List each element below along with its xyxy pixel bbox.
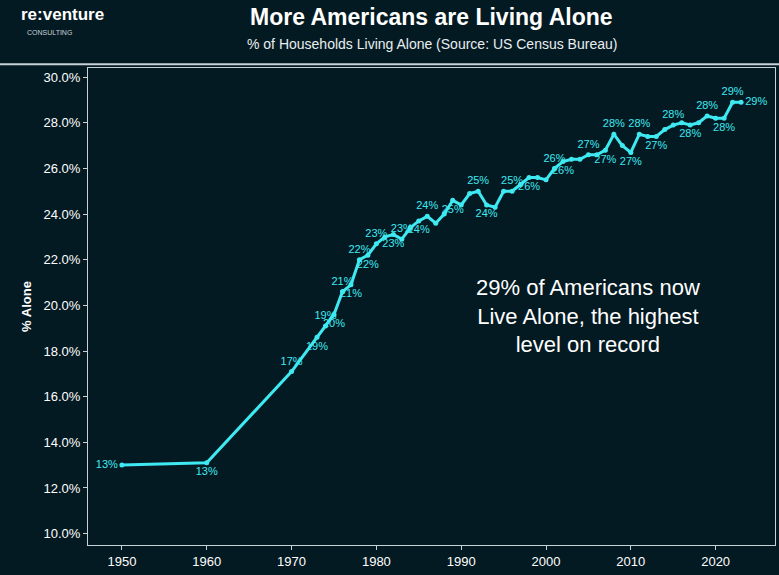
svg-text:More Americans are Living Alon: More Americans are Living Alone: [250, 4, 613, 30]
svg-text:1960: 1960: [192, 554, 221, 569]
svg-text:29%: 29%: [745, 95, 767, 107]
svg-text:29% of Americans nowLive Alone: 29% of Americans nowLive Alone, the high…: [476, 275, 700, 357]
svg-text:27%: 27%: [577, 138, 599, 150]
svg-text:22%: 22%: [357, 258, 379, 270]
svg-text:CONSULTING: CONSULTING: [27, 29, 72, 36]
svg-text:13%: 13%: [196, 465, 218, 477]
svg-text:16.0%: 16.0%: [44, 389, 81, 404]
svg-text:23%: 23%: [365, 227, 387, 239]
svg-text:10.0%: 10.0%: [44, 526, 81, 541]
svg-text:28.0%: 28.0%: [44, 115, 81, 130]
svg-text:27%: 27%: [620, 155, 642, 167]
svg-text:28%: 28%: [662, 108, 684, 120]
svg-text:12.0%: 12.0%: [44, 480, 81, 495]
svg-text:23%: 23%: [391, 222, 413, 234]
svg-text:28%: 28%: [603, 117, 625, 129]
svg-text:22.0%: 22.0%: [44, 252, 81, 267]
svg-text:28%: 28%: [696, 99, 718, 111]
svg-text:26%: 26%: [543, 152, 565, 164]
svg-text:21%: 21%: [340, 287, 362, 299]
svg-text:29%: 29%: [722, 85, 744, 97]
svg-text:re:venture: re:venture: [21, 5, 104, 24]
svg-text:28%: 28%: [679, 127, 701, 139]
svg-text:2000: 2000: [532, 554, 561, 569]
svg-text:% Alone: % Alone: [19, 281, 34, 332]
svg-text:1980: 1980: [362, 554, 391, 569]
svg-text:24%: 24%: [476, 207, 498, 219]
svg-text:28%: 28%: [628, 117, 650, 129]
svg-text:30.0%: 30.0%: [44, 70, 81, 85]
svg-text:27%: 27%: [645, 139, 667, 151]
svg-text:1970: 1970: [277, 554, 306, 569]
svg-text:22%: 22%: [348, 243, 370, 255]
svg-text:1950: 1950: [107, 554, 136, 569]
svg-text:2020: 2020: [701, 554, 730, 569]
svg-text:1990: 1990: [447, 554, 476, 569]
svg-text:21%: 21%: [331, 275, 353, 287]
svg-text:26.0%: 26.0%: [44, 161, 81, 176]
svg-text:17%: 17%: [281, 355, 303, 367]
svg-text:23%: 23%: [382, 237, 404, 249]
svg-text:24%: 24%: [408, 223, 430, 235]
svg-text:18.0%: 18.0%: [44, 344, 81, 359]
svg-text:19%: 19%: [306, 340, 328, 352]
svg-text:27%: 27%: [594, 153, 616, 165]
svg-text:28%: 28%: [713, 121, 735, 133]
svg-text:19%: 19%: [314, 309, 336, 321]
svg-text:13%: 13%: [96, 458, 118, 470]
svg-text:14.0%: 14.0%: [44, 435, 81, 450]
svg-text:20%: 20%: [323, 317, 345, 329]
svg-text:25%: 25%: [442, 203, 464, 215]
svg-text:24%: 24%: [416, 199, 438, 211]
svg-text:26%: 26%: [518, 180, 540, 192]
svg-text:26%: 26%: [552, 164, 574, 176]
svg-text:25%: 25%: [501, 174, 523, 186]
svg-text:2010: 2010: [616, 554, 645, 569]
svg-text:24.0%: 24.0%: [44, 207, 81, 222]
svg-text:25%: 25%: [467, 174, 489, 186]
svg-text:% of Households Living Alone (: % of Households Living Alone (Source: US…: [247, 36, 617, 52]
svg-text:20.0%: 20.0%: [44, 298, 81, 313]
